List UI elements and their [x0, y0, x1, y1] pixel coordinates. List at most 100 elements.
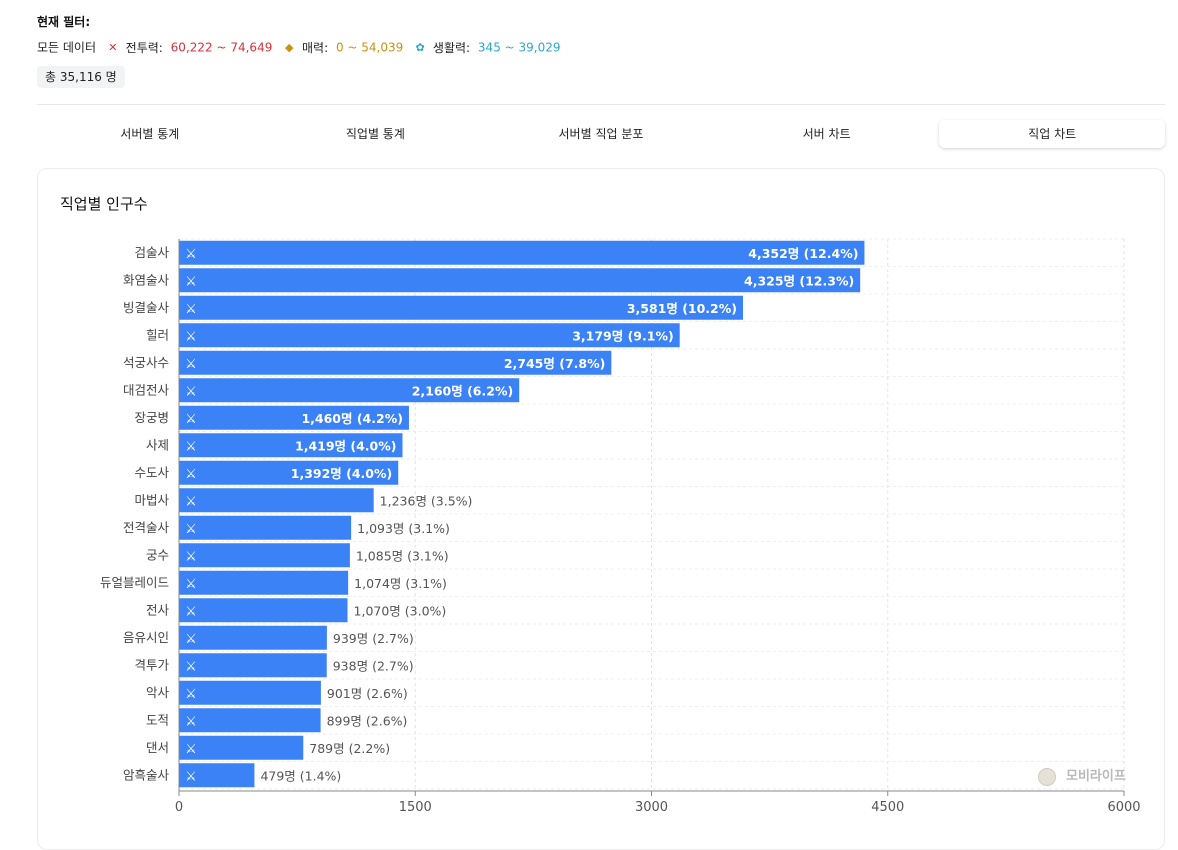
category-label: 전격술사 — [123, 520, 170, 535]
bar-0 — [179, 240, 865, 265]
class-icon: ⚔ — [185, 302, 197, 317]
tab-server-chart[interactable]: 서버 차트 — [802, 127, 851, 141]
data-label: 1,085명 (3.1%) — [356, 548, 449, 563]
class-icon: ⚔ — [185, 659, 197, 674]
category-label: 석궁사수 — [123, 355, 169, 370]
category-label: 검술사 — [134, 245, 169, 260]
bar-16 — [179, 680, 321, 705]
category-label: 암흑술사 — [123, 767, 170, 782]
data-label: 1,392명 (4.0%) — [291, 466, 392, 481]
divider — [37, 104, 1165, 105]
data-label: 939명 (2.7%) — [333, 631, 414, 646]
data-label: 1,093명 (3.1%) — [357, 521, 450, 536]
class-icon: ⚔ — [185, 604, 197, 619]
class-icon: ⚔ — [185, 577, 197, 592]
class-icon: ⚔ — [185, 549, 197, 564]
bar-15 — [179, 653, 327, 678]
tab-server-stats[interactable]: 서버별 통계 — [120, 127, 180, 141]
category-label: 격투가 — [134, 657, 169, 672]
category-label: 악사 — [146, 685, 170, 700]
watermark-text: 모비라이프 — [1066, 769, 1126, 784]
class-icon: ⚔ — [185, 714, 197, 729]
data-label: 1,070명 (3.0%) — [354, 603, 447, 618]
data-label: 789명 (2.2%) — [309, 741, 390, 756]
filter-life-label: 생활력: — [432, 40, 471, 55]
bar-14 — [179, 625, 327, 650]
filter-combat-label: 전투력: — [125, 40, 163, 55]
category-label: 빙결술사 — [123, 300, 170, 315]
bar-17 — [179, 708, 321, 733]
class-icon: ⚔ — [185, 742, 197, 757]
data-label: 1,236명 (3.5%) — [380, 493, 473, 508]
bar-2 — [179, 295, 744, 320]
category-label: 음유시인 — [123, 630, 169, 645]
category-label: 마법사 — [134, 492, 169, 507]
bar-8 — [179, 460, 399, 485]
charm-icon: ◆ — [284, 40, 294, 54]
chart-card: 직업별 인구수 검술사 ⚔ 4,352명 (12.4%) 화염술사 ⚔ 4,325명 (1… — [37, 168, 1165, 850]
tab-class-chart[interactable]: 직업 차트 — [939, 120, 1165, 148]
bar-1 — [179, 268, 861, 293]
category-label: 수도사 — [134, 465, 169, 480]
bar-7 — [179, 433, 403, 458]
bar-5 — [179, 378, 520, 403]
class-population-chart: 검술사 ⚔ 4,352명 (12.4%) 화염술사 ⚔ 4,325명 (12.3%) 빙결술… — [100, 238, 1141, 815]
bar-13 — [179, 598, 348, 623]
class-icon: ⚔ — [185, 687, 197, 702]
class-icon: ⚔ — [185, 467, 197, 482]
x-tick-label: 4500 — [871, 800, 904, 815]
tab-server-class-distribution[interactable]: 서버별 직업 분포 — [558, 127, 644, 141]
filter-row: 모든 데이터 ✕ 전투력: 60,222 ~ 74,649 ◆ 매력: 0 ~ … — [37, 36, 1165, 58]
category-label: 궁수 — [146, 547, 169, 562]
bar-11 — [179, 543, 350, 568]
bar-3 — [179, 323, 680, 348]
data-label: 3,179명 (9.1%) — [572, 328, 673, 343]
bar-9 — [179, 488, 374, 513]
filter-charm-range: 0 ~ 54,039 — [335, 40, 404, 55]
life-icon: ✿ — [415, 40, 425, 54]
category-label: 장궁병 — [134, 410, 169, 425]
filter-title: 현재 필터: — [37, 15, 91, 29]
x-tick-label: 1500 — [399, 800, 432, 815]
category-label: 화염술사 — [123, 272, 170, 287]
class-icon: ⚔ — [185, 357, 197, 372]
bar-4 — [179, 350, 612, 375]
bar-19 — [179, 763, 255, 788]
watermark: 모비라이프 — [1038, 765, 1126, 786]
data-label: 1,074명 (3.1%) — [354, 576, 447, 591]
data-label: 938명 (2.7%) — [333, 658, 414, 673]
category-label: 도적 — [146, 712, 169, 727]
bar-6 — [179, 405, 409, 430]
category-label: 사제 — [146, 437, 169, 452]
data-label: 1,460명 (4.2%) — [301, 411, 402, 426]
chart-title: 직업별 인구수 — [60, 195, 148, 213]
class-icon: ⚔ — [185, 329, 197, 344]
data-label: 1,419명 (4.0%) — [295, 438, 396, 453]
bar-12 — [179, 570, 349, 595]
class-icon: ⚔ — [185, 494, 197, 509]
class-icon: ⚔ — [185, 274, 197, 289]
category-label: 대검전사 — [123, 382, 170, 397]
total-count-badge: 총 35,116 명 — [37, 66, 125, 88]
filter-life-range: 345 ~ 39,029 — [477, 40, 561, 55]
crossed-swords-icon: ✕ — [108, 40, 118, 54]
data-label: 2,160명 (6.2%) — [412, 383, 513, 398]
category-label: 듀얼블레이드 — [100, 575, 169, 590]
data-label: 899명 (2.6%) — [327, 713, 408, 728]
data-label: 2,745명 (7.8%) — [504, 356, 605, 371]
class-icon: ⚔ — [185, 769, 197, 784]
class-icon: ⚔ — [185, 247, 197, 262]
category-label: 댄서 — [146, 740, 169, 755]
mascot-icon — [1038, 767, 1056, 786]
tab-class-stats[interactable]: 직업별 통계 — [345, 127, 405, 141]
data-label: 4,325명 (12.3%) — [744, 273, 854, 288]
class-icon: ⚔ — [185, 439, 197, 454]
class-icon: ⚔ — [185, 384, 197, 399]
class-icon: ⚔ — [185, 412, 197, 427]
category-label: 전사 — [146, 602, 170, 617]
view-tabs: 서버별 통계 직업별 통계 서버별 직업 분포 서버 차트 직업 차트 — [37, 120, 1165, 150]
bar-18 — [179, 735, 304, 760]
data-label: 901명 (2.6%) — [327, 686, 408, 701]
x-tick-label: 6000 — [1107, 800, 1140, 815]
category-label: 힐러 — [146, 327, 169, 342]
